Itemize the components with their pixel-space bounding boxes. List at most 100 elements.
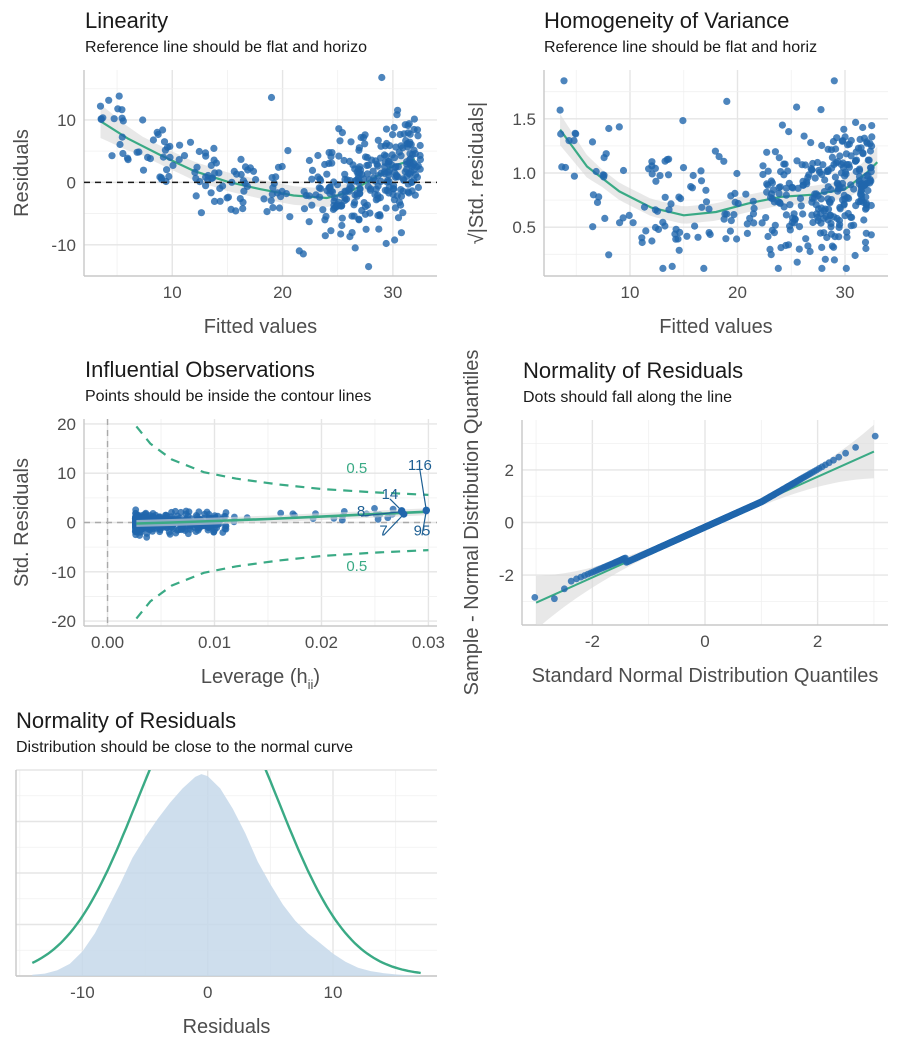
std-residual-point xyxy=(804,173,812,181)
influential-point xyxy=(400,510,408,518)
residual-point xyxy=(383,187,391,195)
residual-point xyxy=(382,239,390,248)
residual-point xyxy=(207,174,216,183)
cooks-contour-lower xyxy=(135,549,429,620)
density-xlabel: Residuals xyxy=(183,1016,271,1038)
influential-ylabel: Std. Residuals xyxy=(11,458,33,587)
std-residual-point xyxy=(734,199,742,208)
std-residual-point xyxy=(589,223,597,231)
residual-point xyxy=(401,168,409,176)
residual-point xyxy=(328,149,336,157)
residual-point xyxy=(336,137,344,145)
residual-point xyxy=(163,166,171,174)
contour-label: 0.5 xyxy=(346,558,367,575)
residual-point xyxy=(354,170,362,179)
residual-point xyxy=(390,181,398,189)
std-residual-point xyxy=(782,241,790,250)
residual-point xyxy=(389,190,397,198)
residual-point xyxy=(374,136,382,144)
std-residual-point xyxy=(817,106,825,114)
density-plot-area xyxy=(31,770,421,976)
std-residual-point xyxy=(828,242,837,250)
std-residual-point xyxy=(850,185,858,193)
std-residual-point xyxy=(605,251,613,259)
residual-point xyxy=(176,141,184,149)
residual-point xyxy=(413,173,421,181)
residual-point xyxy=(407,154,415,163)
std-residual-point xyxy=(820,188,829,196)
std-residual-point xyxy=(625,211,633,219)
residual-point xyxy=(351,165,359,173)
std-residual-point xyxy=(661,157,669,165)
std-residual-point xyxy=(859,123,867,132)
std-residual-point xyxy=(811,190,819,198)
residual-point xyxy=(380,151,388,159)
homogeneity-panel: Homogeneity of Variance Reference line sh… xyxy=(466,8,888,338)
residual-point xyxy=(230,167,238,175)
residual-point xyxy=(243,182,251,190)
std-residual-point xyxy=(802,235,810,243)
residual-point xyxy=(351,244,359,252)
qq-panel: Normality of Residuals Dots should fall a… xyxy=(461,350,888,696)
std-residual-point xyxy=(570,137,578,145)
std-residual-point xyxy=(841,195,849,203)
qq-plot-area xyxy=(531,424,879,625)
residual-point xyxy=(351,198,359,206)
homogeneity-plot-area xyxy=(556,77,879,272)
std-residual-point xyxy=(793,103,801,111)
influential-plot-area: 116 14 87 95 0.5 0.5 xyxy=(84,419,437,626)
std-residual-point xyxy=(767,251,775,259)
residual-point xyxy=(319,206,327,214)
std-residual-point xyxy=(860,216,868,224)
std-residual-point xyxy=(556,106,564,114)
residual-point xyxy=(237,170,245,179)
residual-point xyxy=(116,140,124,149)
std-residual-point xyxy=(851,157,860,165)
std-residual-point xyxy=(788,214,797,222)
std-residual-point xyxy=(828,153,837,161)
std-residual-point xyxy=(865,156,873,164)
xlabel-close: ) xyxy=(313,666,320,688)
std-residual-point xyxy=(599,171,607,179)
residual-point xyxy=(321,232,329,240)
y-tick-label: -10 xyxy=(51,236,76,255)
std-residual-point xyxy=(615,123,623,131)
residual-point xyxy=(345,187,353,195)
residual-point xyxy=(388,151,396,159)
std-residual-point xyxy=(867,231,875,239)
std-residual-point xyxy=(840,125,848,133)
std-residual-point xyxy=(664,171,673,179)
cooks-contour-upper xyxy=(135,425,429,496)
residual-point xyxy=(249,167,258,175)
std-residual-point xyxy=(648,237,656,245)
std-residual-point xyxy=(733,169,741,178)
std-residual-point xyxy=(796,194,805,203)
qq-xlabel: Standard Normal Distribution Quantiles xyxy=(532,665,879,687)
residual-point xyxy=(252,176,260,184)
residual-point xyxy=(160,138,169,146)
std-residual-point xyxy=(706,230,714,239)
std-residual-point xyxy=(698,203,706,211)
std-residual-point xyxy=(629,219,637,227)
std-residual-point xyxy=(722,235,730,243)
y-tick-label: 0 xyxy=(67,514,76,533)
residual-point xyxy=(300,188,308,196)
qq-ylabel: Sample - Normal Distribution Quantiles xyxy=(461,350,483,696)
residual-point xyxy=(308,175,316,183)
std-residual-point xyxy=(817,210,825,218)
residual-point xyxy=(384,160,392,168)
residual-point xyxy=(180,152,189,160)
residual-point xyxy=(295,247,303,255)
residual-point xyxy=(390,196,398,204)
std-residual-point xyxy=(675,246,683,254)
residual-point xyxy=(378,73,386,82)
qq-title: Normality of Residuals xyxy=(523,358,743,383)
residual-point xyxy=(210,156,218,164)
residual-point xyxy=(382,125,391,133)
residual-point xyxy=(384,168,392,176)
std-residual-point xyxy=(665,206,673,214)
leverage-point xyxy=(136,532,144,539)
std-residual-point xyxy=(828,164,836,172)
std-residual-point xyxy=(750,219,758,227)
